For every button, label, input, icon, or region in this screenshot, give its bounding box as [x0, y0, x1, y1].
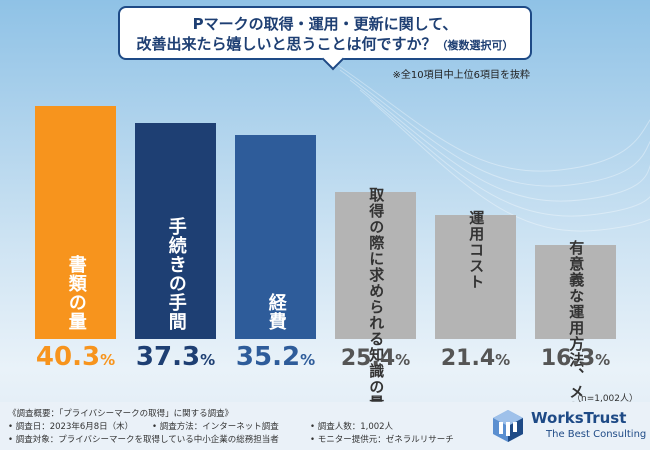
bar-value-unit-6: % — [595, 351, 611, 369]
selection-note: ※全10項目中上位6項目を抜粋 — [392, 70, 530, 81]
survey-count: • 調査人数：1,002人 — [310, 422, 394, 432]
bar-value-5: 21.4% — [431, 346, 521, 371]
question-text: 改善出来たら嬉しいと思うことは何ですか？ — [136, 35, 437, 53]
bar-value-3: 35.2% — [231, 342, 321, 372]
bar-value-unit-4: % — [395, 351, 411, 369]
bar-label-5: 運用コスト — [467, 210, 486, 290]
bar-5 — [435, 215, 516, 339]
survey-provider: • モニター提供元：ゼネラルリサーチ — [310, 435, 454, 445]
bar-label-4-line-1: 取得の際に求められる — [367, 187, 386, 347]
bar-value-2: 37.3% — [131, 342, 221, 372]
survey-title: 《調査概要：「プライバシーマークの取得」に関する調査》 — [8, 409, 234, 419]
bar-value-number-6: 16.3 — [540, 346, 596, 371]
bar-label-6-line-1: 有意義な運用方法、 — [567, 240, 586, 384]
bar-4 — [335, 192, 416, 339]
bar-label-3-line-1: 経費 — [265, 293, 287, 331]
question-suffix: （複数選択可） — [436, 39, 514, 52]
bar-label-5-line-1: 運用コスト — [467, 210, 486, 290]
bar-value-number-4: 25.4 — [340, 346, 396, 371]
bar-2 — [135, 123, 216, 339]
brand-name: WorksTrust — [531, 409, 627, 427]
bar-value-1: 40.3% — [31, 342, 121, 372]
bar-label-3: 経費 — [265, 293, 287, 331]
bar-1 — [35, 106, 116, 339]
brand-tagline: The Best Consulting — [546, 429, 647, 440]
bar-label-4-line-2: 知識の量 — [367, 347, 386, 411]
bar-value-unit-3: % — [300, 351, 316, 369]
bar-6 — [535, 245, 616, 339]
question-bubble: Pマークの取得・運用・更新に関して、 改善出来たら嬉しいと思うことは何ですか？（… — [118, 6, 532, 60]
bar-value-number-5: 21.4 — [440, 346, 496, 371]
bar-label-1: 書類の量 — [65, 255, 87, 331]
bar-label-1-line-1: 書類の量 — [65, 255, 87, 331]
question-line-2: 改善出来たら嬉しいと思うことは何ですか？（複数選択可） — [120, 33, 530, 54]
bar-value-number-1: 40.3 — [35, 342, 101, 372]
bar-label-2: 手続きの手間 — [165, 217, 187, 331]
bar-value-number-3: 35.2 — [235, 342, 301, 372]
survey-footer: 《調査概要：「プライバシーマークの取得」に関する調査》 • 調査日：2023年6… — [0, 402, 650, 450]
bar-3 — [235, 135, 316, 339]
bar-value-unit-1: % — [100, 351, 116, 369]
bar-value-unit-5: % — [495, 351, 511, 369]
survey-method: • 調査方法：インターネット調査 — [152, 422, 279, 432]
bar-value-6: 16.3% — [531, 346, 621, 371]
bar-label-4: 取得の際に求められる知識の量 — [367, 187, 386, 411]
bar-value-number-2: 37.3 — [135, 342, 201, 372]
sample-size: （n=1,002人） — [571, 394, 638, 404]
bar-value-4: 25.4% — [331, 346, 421, 371]
workstrust-logo-icon — [493, 410, 523, 442]
question-line-1: Pマークの取得・運用・更新に関して、 — [192, 15, 458, 33]
survey-target: • 調査対象：プライバシーマークを取得している中小企業の総務担当者 — [8, 435, 279, 445]
background-waves — [0, 0, 650, 400]
bar-value-unit-2: % — [200, 351, 216, 369]
survey-date: • 調査日：2023年6月8日（木） — [8, 422, 134, 432]
bar-label-2-line-1: 手続きの手間 — [165, 217, 187, 331]
